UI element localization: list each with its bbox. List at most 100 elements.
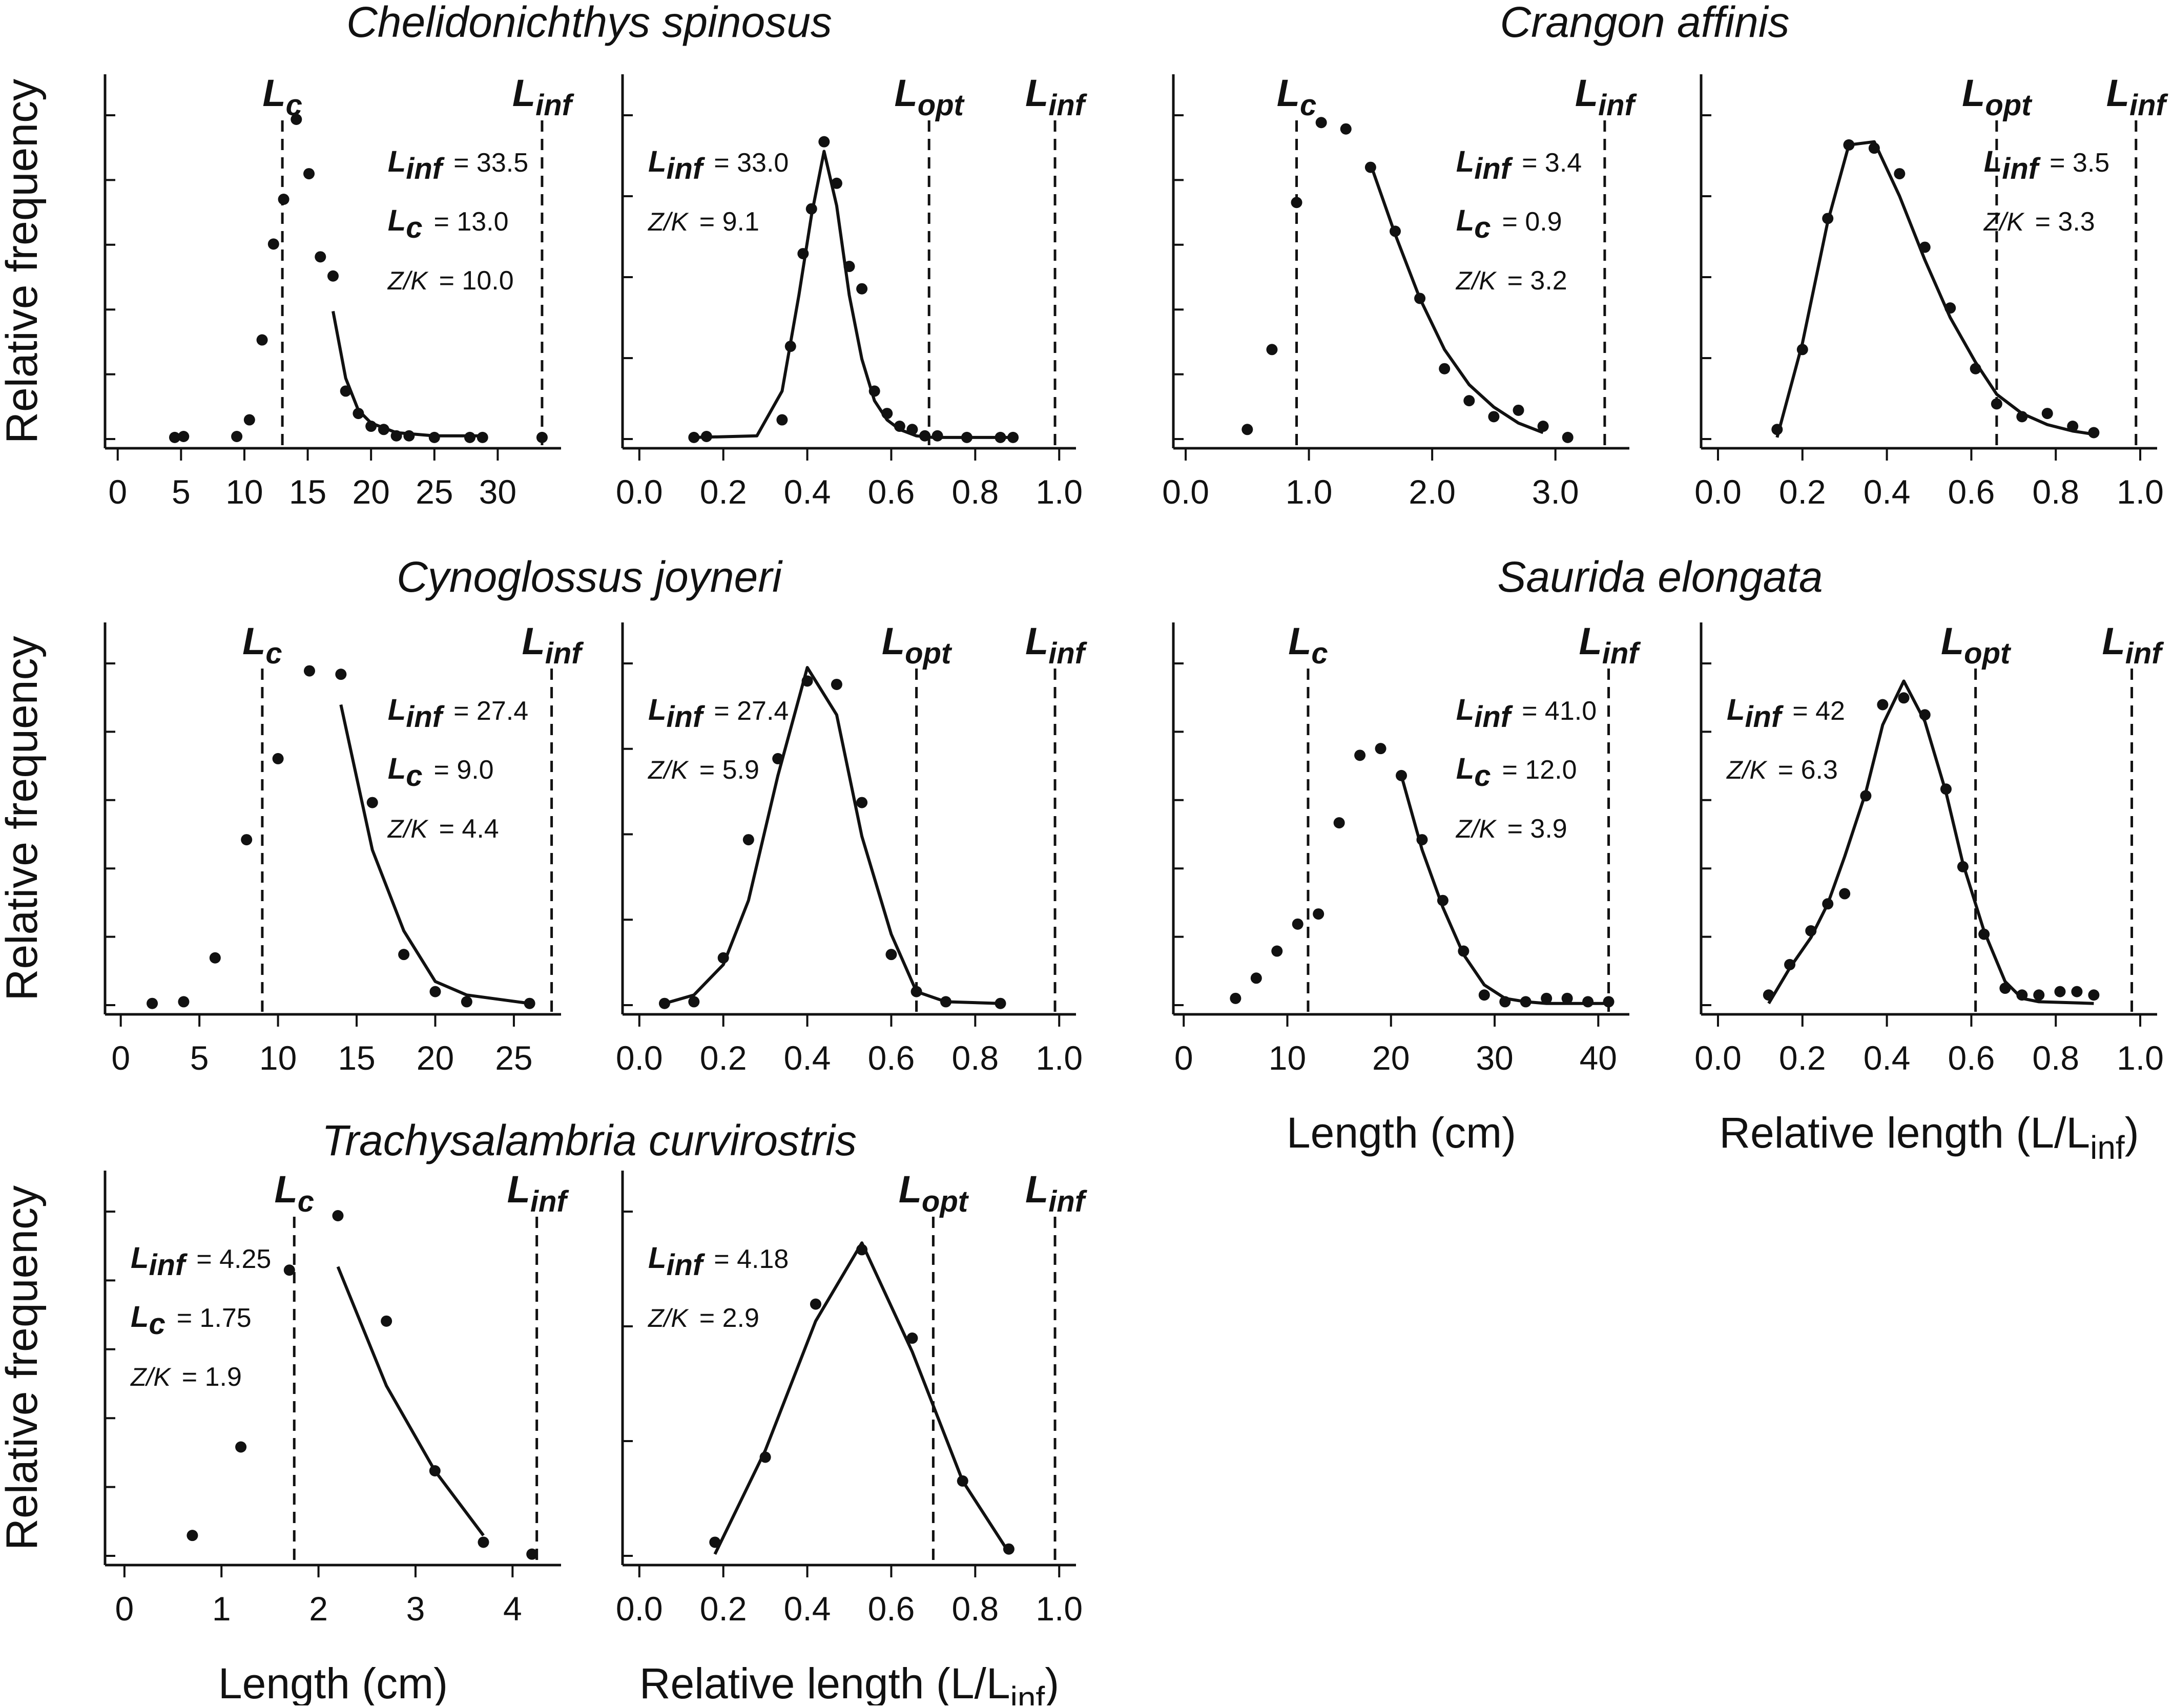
data-point	[940, 996, 951, 1008]
x-tick-label: 0.0	[616, 1590, 663, 1628]
data-point	[1340, 123, 1352, 135]
x-tick-label: 20	[417, 1039, 454, 1077]
x-tick-label: 0.4	[1864, 1039, 1911, 1077]
data-point	[658, 997, 670, 1009]
marker-label-c: Lc	[242, 620, 282, 670]
data-point	[995, 997, 1006, 1009]
annotation: Lc = 12.0	[1456, 752, 1577, 793]
fit-line	[336, 1266, 485, 1537]
data-point	[231, 431, 243, 443]
x-tick-label: 1.0	[1036, 473, 1083, 511]
x-tick-label: 30	[1476, 1039, 1513, 1077]
data-point	[906, 424, 918, 435]
data-point	[243, 414, 255, 426]
data-point	[187, 1530, 198, 1542]
data-point	[717, 952, 729, 964]
fit-line	[1369, 163, 1544, 434]
panel-se-rel: 0.0 0.2 0.4 0.6 0.8 1.0 Relative length (L/Lin…	[1694, 620, 2164, 1166]
data-point	[818, 136, 830, 148]
x-tick-label: 0.8	[951, 1590, 999, 1628]
x-tick-label: 1.0	[2117, 1039, 2164, 1077]
x-tick-label: 0.8	[2032, 1039, 2079, 1077]
marker-label-inf: Linf	[1025, 72, 1088, 122]
data-point	[1919, 709, 1931, 721]
data-point	[1970, 363, 1981, 374]
data-point	[709, 1536, 721, 1548]
data-point	[1763, 989, 1774, 1001]
y-axis-label: Relative frequency	[0, 636, 47, 1001]
data-point	[1839, 888, 1851, 900]
data-point	[235, 1441, 247, 1453]
data-point	[1266, 344, 1278, 356]
data-point	[759, 1451, 771, 1463]
panel-tc-rel: 0.0 0.2 0.4 0.6 0.8 1.0 Relative length (L/Lin…	[616, 1168, 1088, 1708]
fit-line	[713, 1241, 1010, 1555]
data-point	[1843, 139, 1855, 151]
data-point	[1898, 692, 1910, 704]
data-point	[169, 431, 180, 443]
x-tick-label: 30	[479, 473, 516, 511]
x-tick-label: 1.0	[2117, 473, 2164, 511]
data-point	[398, 949, 410, 961]
x-axis-label: Length (cm)	[1287, 1109, 1516, 1157]
data-point	[366, 797, 378, 808]
data-point	[856, 1244, 868, 1256]
panel-cs-rel: 0.0 0.2 0.4 0.6 0.8 1.0 Lopt Linf Linf = 33.0 Z/K =…	[616, 72, 1088, 511]
data-point	[303, 665, 315, 677]
data-point	[178, 431, 190, 443]
data-point	[1999, 983, 2011, 994]
data-point	[831, 678, 842, 690]
x-tick-label: 10	[259, 1039, 297, 1077]
x-tick-label: 4	[503, 1590, 522, 1628]
fit-line	[339, 704, 530, 1005]
data-point	[1230, 992, 1241, 1004]
data-point	[932, 430, 943, 442]
annotation: Linf = 3.5	[1984, 145, 2109, 185]
marker-label-inf: Linf	[1579, 620, 1642, 670]
data-point	[327, 270, 339, 282]
data-point	[797, 248, 809, 260]
data-point	[1241, 424, 1253, 435]
data-point	[378, 424, 389, 435]
x-tick-label: 0	[115, 1590, 134, 1628]
annotation: Z/K = 6.3	[1726, 755, 1838, 785]
data-point	[1877, 699, 1889, 711]
x-tick-label: 0.6	[868, 473, 915, 511]
data-point	[1437, 894, 1448, 906]
data-point	[910, 986, 922, 997]
data-point	[919, 430, 930, 442]
data-point	[1354, 749, 1366, 761]
marker-label-opt: Lopt	[1941, 620, 2012, 670]
data-point	[1541, 992, 1553, 1004]
data-point	[2033, 989, 2045, 1001]
data-point	[810, 1298, 821, 1310]
data-point	[315, 251, 326, 263]
data-point	[390, 430, 402, 442]
x-tick-label: 0.8	[2032, 473, 2079, 511]
data-point	[1520, 996, 1532, 1008]
x-tick-label: 10	[1269, 1039, 1306, 1077]
data-point	[776, 414, 788, 426]
data-point	[478, 1536, 489, 1548]
marker-label-c: Lc	[1288, 620, 1328, 670]
data-point	[1389, 225, 1401, 237]
chart-title: Cynoglossus joyneri	[397, 553, 783, 601]
data-point	[688, 996, 700, 1008]
data-point	[1292, 918, 1303, 930]
x-tick-label: 5	[172, 473, 191, 511]
data-point	[353, 408, 364, 420]
data-point	[365, 421, 377, 432]
data-point	[961, 431, 972, 443]
data-point	[1513, 404, 1524, 416]
data-point	[1940, 783, 1952, 795]
data-point	[477, 431, 488, 443]
data-point	[2071, 986, 2083, 997]
annotation: Z/K = 1.9	[130, 1362, 242, 1392]
x-tick-label: 0.4	[784, 473, 831, 511]
x-tick-label: 0.0	[1162, 473, 1209, 511]
data-point	[1488, 411, 1500, 423]
data-point	[241, 834, 253, 846]
data-point	[1978, 928, 1990, 940]
data-point	[856, 283, 868, 295]
